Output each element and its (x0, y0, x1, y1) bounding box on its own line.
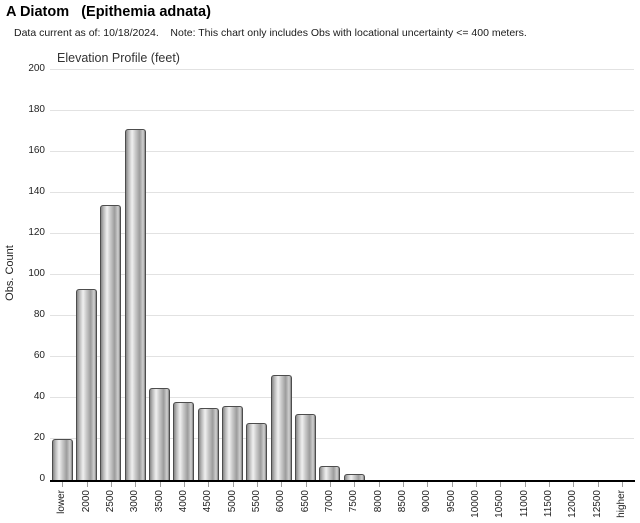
gridline (50, 315, 634, 316)
bar-7500 (343, 473, 365, 480)
x-tick (451, 482, 453, 487)
bar-2000 (76, 289, 97, 480)
x-tick-label: 7500 (348, 490, 360, 513)
x-tick-label: 11500 (542, 490, 554, 518)
x-tick-label: 8500 (396, 490, 408, 513)
x-tick (621, 482, 623, 487)
y-tick-label: 40 (33, 391, 45, 402)
x-tick (402, 482, 404, 487)
x-tick (475, 482, 477, 487)
x-tick-label: 4500 (202, 490, 214, 513)
bar-6500 (295, 414, 316, 480)
x-tick-label: lower (56, 490, 68, 514)
x-tick-label: 3500 (153, 490, 165, 513)
y-tick-label: 180 (28, 104, 45, 115)
x-tick (62, 482, 64, 487)
x-tick (500, 482, 502, 487)
x-tick (305, 482, 307, 487)
x-tick (135, 482, 137, 487)
x-tick (597, 482, 599, 487)
x-tick (183, 482, 185, 487)
x-tick-label: 7000 (323, 490, 335, 513)
x-tick (110, 482, 112, 487)
bar-4000 (173, 402, 195, 480)
x-tick-label: 4000 (177, 490, 189, 513)
x-tick (232, 482, 234, 487)
x-tick-label: 2500 (104, 490, 116, 513)
x-tick (256, 482, 258, 487)
x-tick (281, 482, 283, 487)
bar-5500 (246, 422, 268, 480)
gridline (50, 151, 634, 152)
x-tick (524, 482, 526, 487)
page-title: A Diatom (Epithemia adnata) (6, 4, 211, 20)
y-tick-label: 80 (33, 309, 45, 320)
bar-3500 (149, 387, 170, 480)
y-tick-label: 160 (28, 145, 45, 156)
bar-7000 (319, 465, 341, 480)
y-tick-label: 120 (28, 227, 45, 238)
gridline (50, 69, 634, 70)
x-tick (548, 482, 550, 487)
gridline (50, 397, 634, 398)
gridline (50, 274, 634, 275)
y-tick-label: 0 (39, 473, 45, 484)
x-tick (329, 482, 331, 487)
x-tick (427, 482, 429, 487)
x-tick-label: 5000 (226, 490, 238, 513)
bar-2500 (100, 205, 122, 480)
x-tick (159, 482, 161, 487)
bar-4500 (197, 408, 219, 480)
y-tick-label: 60 (33, 350, 45, 361)
x-tick-label: 10500 (494, 490, 506, 518)
y-tick-label: 140 (28, 186, 45, 197)
bar-6000 (270, 375, 292, 480)
x-axis-line (50, 480, 635, 482)
x-tick (378, 482, 380, 487)
x-tick-label: 6000 (275, 490, 287, 513)
x-tick (354, 482, 356, 487)
x-tick-label: 11000 (518, 490, 530, 518)
bar-3000 (124, 129, 146, 480)
y-tick-label: 100 (28, 268, 45, 279)
x-tick-label: 12500 (591, 490, 603, 518)
x-tick-label: 12000 (567, 490, 579, 518)
x-tick-label: 9500 (445, 490, 457, 513)
gridline (50, 192, 634, 193)
x-tick (573, 482, 575, 487)
x-tick-label: 6500 (299, 490, 311, 513)
y-tick-label: 200 (28, 63, 45, 74)
gridline (50, 438, 634, 439)
bar-5000 (222, 406, 243, 480)
x-tick-label: higher (615, 490, 627, 518)
x-tick-label: 5500 (250, 490, 262, 513)
chart-title: Elevation Profile (feet) (57, 51, 180, 65)
bar-lower (51, 439, 73, 480)
gridline (50, 110, 634, 111)
gridline (50, 356, 634, 357)
x-tick-label: 9000 (421, 490, 433, 513)
gridline (50, 233, 634, 234)
x-tick-label: 10000 (469, 490, 481, 518)
x-tick (208, 482, 210, 487)
y-tick-label: 20 (33, 432, 45, 443)
page-subtitle: Data current as of: 10/18/2024. Note: Th… (14, 27, 527, 39)
x-tick (86, 482, 88, 487)
x-tick-label: 3000 (129, 490, 141, 513)
x-tick-label: 8000 (372, 490, 384, 513)
x-tick-label: 2000 (80, 490, 92, 513)
